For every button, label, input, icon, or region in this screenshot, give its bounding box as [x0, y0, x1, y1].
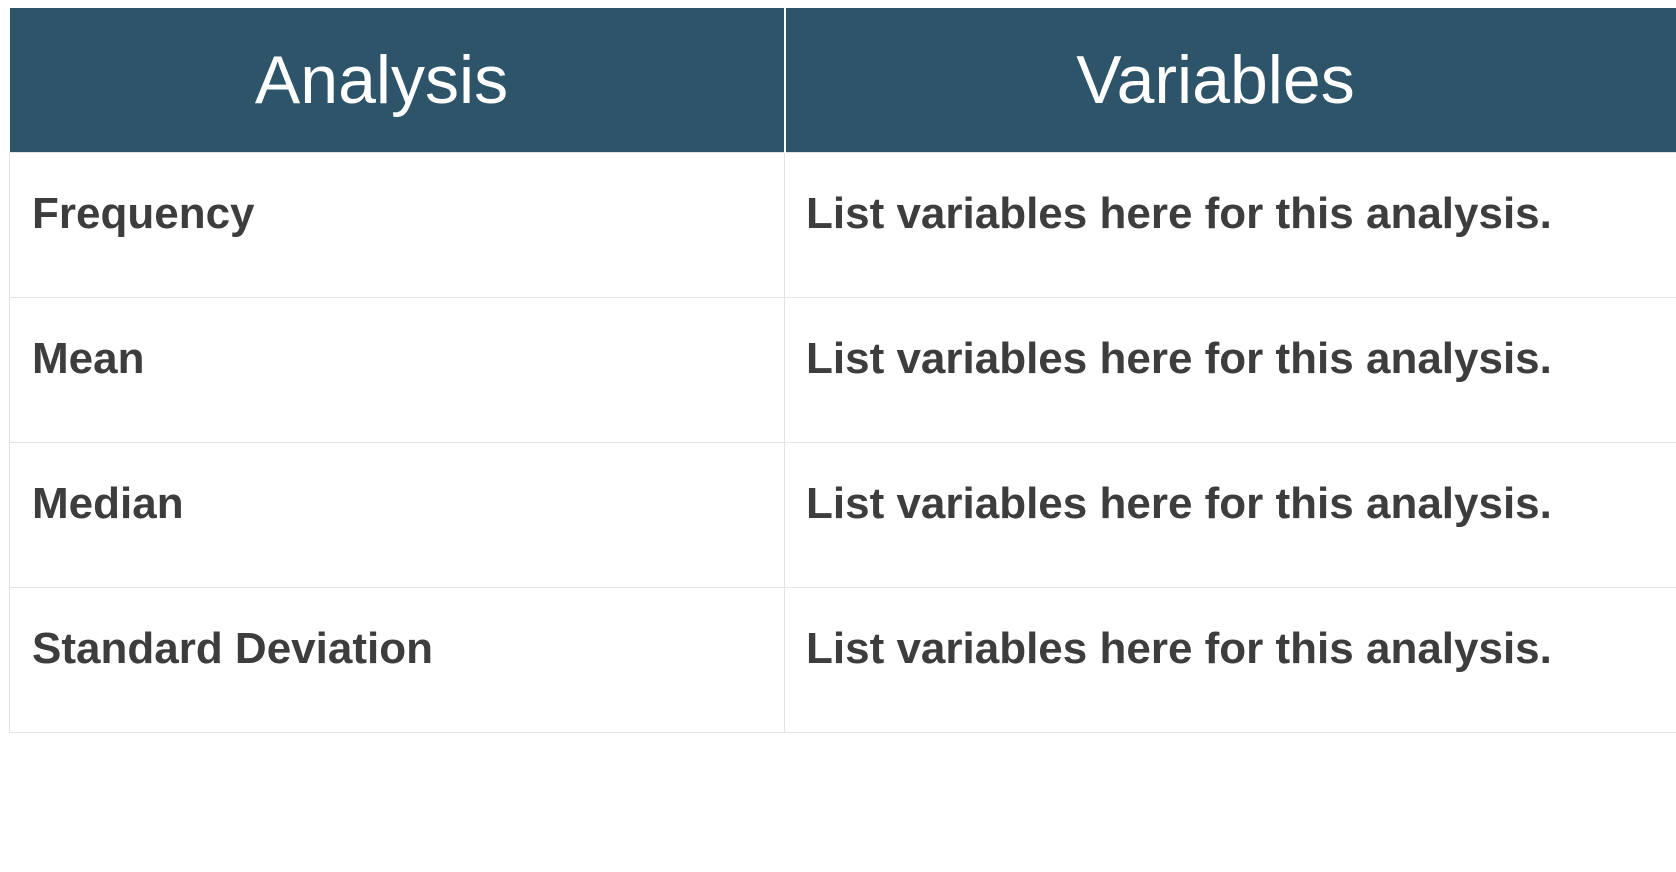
- analysis-cell[interactable]: Frequency: [9, 152, 785, 298]
- analysis-label: Frequency: [32, 189, 255, 238]
- variables-cell[interactable]: List variables here for this analysis.: [784, 297, 1676, 443]
- variables-cell[interactable]: List variables here for this analysis.: [784, 442, 1676, 588]
- analysis-label: Median: [32, 479, 184, 528]
- table-row: Median List variables here for this anal…: [9, 442, 1676, 588]
- analysis-label: Standard Deviation: [32, 624, 433, 673]
- variables-cell[interactable]: List variables here for this analysis.: [784, 152, 1676, 298]
- variables-label: List variables here for this analysis.: [806, 479, 1552, 528]
- variables-label: List variables here for this analysis.: [806, 189, 1552, 238]
- table-row: Standard Deviation List variables here f…: [9, 587, 1676, 733]
- header-variables: Variables: [784, 8, 1676, 153]
- analysis-cell[interactable]: Mean: [9, 297, 785, 443]
- table-header-row: Analysis Variables: [9, 8, 1676, 153]
- table-row: Frequency List variables here for this a…: [9, 152, 1676, 298]
- variables-label: List variables here for this analysis.: [806, 334, 1552, 383]
- variables-label: List variables here for this analysis.: [806, 624, 1552, 673]
- analysis-cell[interactable]: Standard Deviation: [9, 587, 785, 733]
- analysis-label: Mean: [32, 334, 145, 383]
- analysis-variables-table: Analysis Variables Frequency List variab…: [9, 8, 1676, 733]
- table-row: Mean List variables here for this analys…: [9, 297, 1676, 443]
- header-analysis: Analysis: [9, 8, 786, 153]
- analysis-cell[interactable]: Median: [9, 442, 785, 588]
- variables-cell[interactable]: List variables here for this analysis.: [784, 587, 1676, 733]
